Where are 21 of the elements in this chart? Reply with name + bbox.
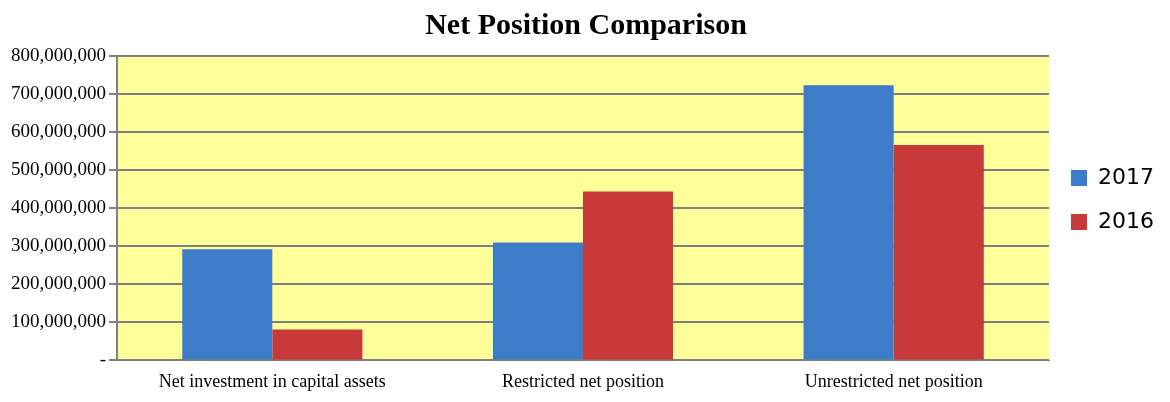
y-tick-label: 400,000,000 <box>11 196 106 218</box>
legend-label: 2016 <box>1098 207 1155 233</box>
legend-label: 2017 <box>1098 163 1155 189</box>
y-tick-label: 200,000,000 <box>11 272 106 294</box>
y-tick-label: 300,000,000 <box>11 234 106 256</box>
y-tick-label: 800,000,000 <box>11 43 106 65</box>
y-tick-label: 100,000,000 <box>11 310 106 332</box>
x-tick-label: Unrestricted net position <box>804 370 983 391</box>
y-tick-label: 700,000,000 <box>11 82 106 104</box>
x-tick-label: Net investment in capital assets <box>158 370 386 391</box>
y-tick-label: 500,000,000 <box>11 158 106 180</box>
bar <box>803 85 894 360</box>
x-tick-label: Restricted net position <box>502 370 664 391</box>
y-tick-label: - <box>99 348 106 370</box>
chart-title: Net Position Comparison <box>425 6 748 40</box>
bar <box>583 191 674 360</box>
bar <box>272 329 363 360</box>
y-tick-label: 600,000,000 <box>11 120 106 142</box>
bar <box>893 145 984 360</box>
bar <box>492 242 584 360</box>
bar <box>182 249 273 360</box>
